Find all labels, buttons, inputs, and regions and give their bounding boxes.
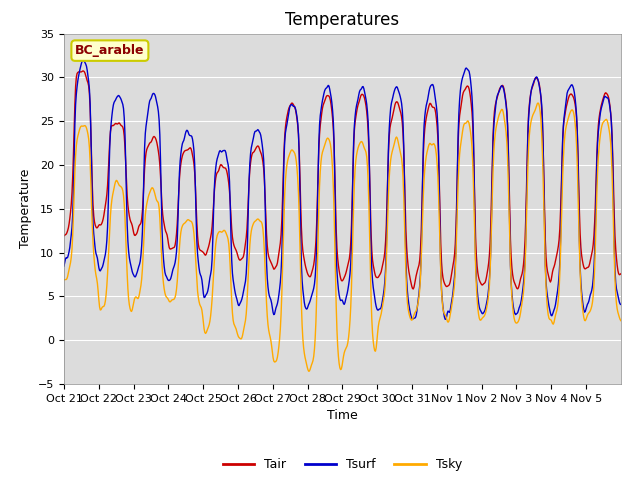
Tair (410, 286, 417, 292)
Tair (60, 233, 68, 239)
Line: Tsky: Tsky (64, 103, 621, 371)
Tsurf (617, 301, 625, 307)
Tair (277, 232, 285, 238)
Tsky (125, 302, 133, 308)
Title: Temperatures: Temperatures (285, 11, 399, 29)
Tair (401, 174, 408, 180)
Tsurf (277, 270, 285, 276)
Tsky (617, 318, 625, 324)
Tsky (432, 146, 440, 152)
Tsky (534, 100, 542, 106)
Tsurf (401, 180, 408, 186)
Tsurf (79, 58, 86, 63)
Tsky (305, 368, 312, 374)
Tsurf (256, 130, 264, 136)
Tsky (255, 217, 263, 223)
Tsky (276, 326, 284, 332)
Legend: Tair, Tsurf, Tsky: Tair, Tsurf, Tsky (218, 453, 467, 476)
X-axis label: Time: Time (327, 409, 358, 422)
Tsurf (126, 259, 134, 264)
Line: Tair: Tair (64, 71, 621, 289)
Line: Tsurf: Tsurf (64, 60, 621, 319)
Tsurf (228, 270, 236, 276)
Tair (617, 271, 625, 276)
Tair (228, 234, 236, 240)
Tsky (60, 277, 68, 283)
Tair (433, 116, 440, 121)
Y-axis label: Temperature: Temperature (19, 169, 33, 249)
Tsky (228, 298, 236, 303)
Tsurf (432, 98, 440, 104)
Tair (256, 148, 264, 154)
Tsurf (442, 316, 450, 322)
Tair (79, 68, 86, 74)
Tair (126, 216, 134, 222)
Tsurf (60, 263, 68, 269)
Text: BC_arable: BC_arable (75, 44, 145, 57)
Tsky (401, 219, 408, 225)
